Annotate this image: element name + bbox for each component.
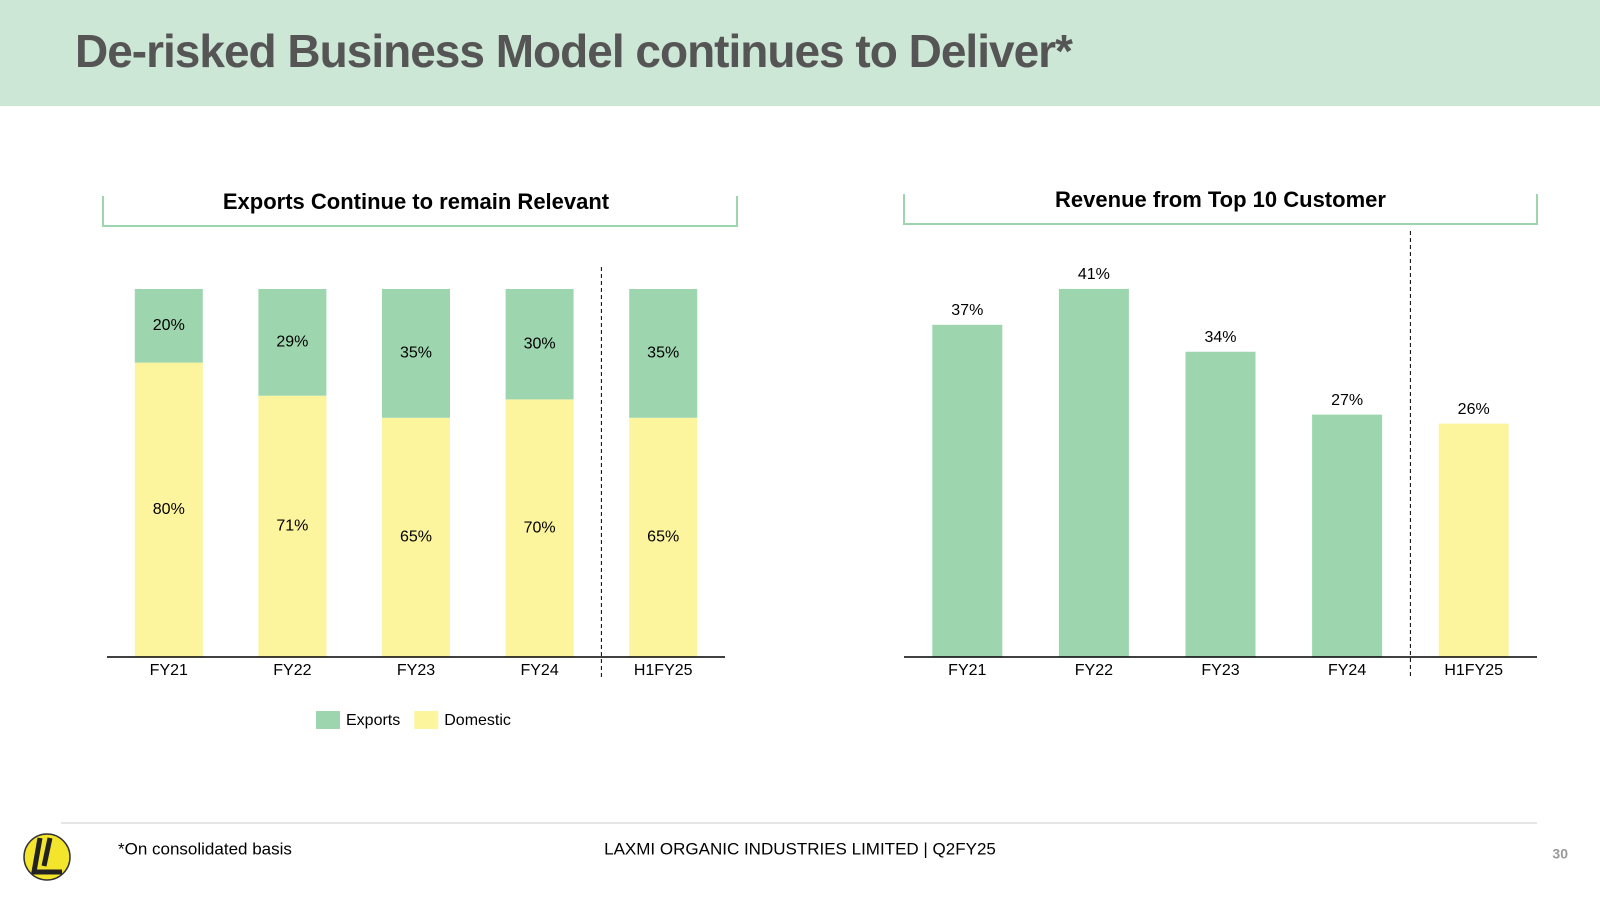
value-label: 26% — [1458, 401, 1490, 418]
legend-label: Exports — [346, 712, 400, 729]
value-label: 35% — [400, 345, 432, 362]
title-bracket — [102, 196, 738, 227]
chart-title: Exports Continue to remain Relevant — [223, 189, 610, 214]
value-label: 80% — [153, 501, 185, 518]
bar — [1438, 423, 1509, 657]
legend-swatch — [414, 711, 439, 729]
bar — [1312, 414, 1383, 657]
company: LAXMI ORGANIC INDUSTRIES LIMITED | Q2FY2… — [604, 839, 996, 858]
x-tick-label: FY22 — [273, 662, 311, 679]
bar-segment — [382, 417, 450, 657]
x-tick-label: FY21 — [150, 662, 188, 679]
value-label: 27% — [1331, 392, 1363, 409]
x-tick-label: FY24 — [1328, 662, 1366, 679]
legend-label: Domestic — [444, 712, 511, 729]
bar-segment — [382, 289, 450, 418]
bar — [932, 324, 1003, 657]
bar — [1058, 288, 1129, 657]
x-tick-label: FY23 — [397, 662, 435, 679]
bar-segment — [505, 399, 574, 657]
value-label: 70% — [524, 519, 556, 536]
x-tick-label: FY23 — [1201, 662, 1239, 679]
bar — [1185, 351, 1256, 657]
value-label: 29% — [276, 334, 308, 351]
value-label: 65% — [647, 529, 679, 546]
value-label: 35% — [647, 345, 679, 362]
x-tick-label: H1FY25 — [1444, 662, 1503, 679]
value-label: 41% — [1078, 266, 1110, 283]
x-tick-label: FY21 — [948, 662, 986, 679]
value-label: 71% — [276, 518, 308, 535]
bar-segment — [629, 289, 698, 418]
value-label: 65% — [400, 529, 432, 546]
slide-title: De-risked Business Model continues to De… — [75, 25, 1073, 77]
bar-segment — [258, 395, 327, 657]
value-label: 30% — [524, 335, 556, 352]
bar-segment — [134, 289, 203, 363]
page-number: 30 — [1552, 846, 1568, 862]
value-label: 20% — [153, 317, 185, 334]
chart-title: Revenue from Top 10 Customer — [1055, 187, 1386, 212]
legend-swatch — [316, 711, 340, 729]
bar-segment — [258, 289, 327, 396]
x-tick-label: FY22 — [1075, 662, 1113, 679]
x-tick-label: FY24 — [520, 662, 558, 679]
footnote: *On consolidated basis — [118, 839, 292, 858]
logo-mark — [31, 837, 62, 875]
bar-segment — [134, 362, 203, 657]
bar-segment — [505, 289, 574, 400]
bar-segment — [629, 417, 698, 657]
x-tick-label: H1FY25 — [634, 662, 693, 679]
value-label: 37% — [951, 302, 983, 319]
value-label: 34% — [1204, 329, 1236, 346]
title-bracket — [903, 194, 1538, 225]
header-band — [0, 0, 1600, 106]
